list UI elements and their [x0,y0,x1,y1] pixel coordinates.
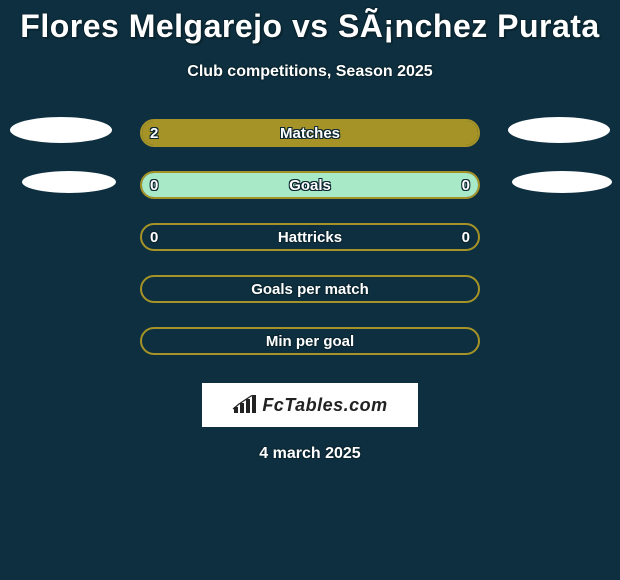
stat-bar: Goals [140,171,480,199]
date-label: 4 march 2025 [0,445,620,463]
stat-value-left: 0 [150,177,158,194]
player-blob-right [512,171,612,193]
stat-label: Min per goal [142,333,478,350]
stat-row-hattricks: Hattricks 0 0 [0,223,620,251]
stat-label: Goals [142,177,478,194]
stat-bar: Goals per match [140,275,480,303]
stat-value-left: 0 [150,229,158,246]
stat-label: Goals per match [142,281,478,298]
stat-value-left: 2 [150,125,158,142]
page-title: Flores Melgarejo vs SÃ¡nchez Purata [0,0,620,45]
stat-bar: Min per goal [140,327,480,355]
stats-rows: Matches 2 Goals 0 0 Hattricks 0 0 Goals … [0,119,620,355]
stat-value-right: 0 [462,177,470,194]
page-subtitle: Club competitions, Season 2025 [0,63,620,81]
player-blob-left [10,117,112,143]
stat-row-goals: Goals 0 0 [0,171,620,199]
logo-text: FcTables.com [262,395,387,416]
player-blob-left [22,171,116,193]
stat-label: Matches [142,125,478,142]
bar-chart-icon [232,395,258,415]
stat-row-goals-per-match: Goals per match [0,275,620,303]
fctables-logo[interactable]: FcTables.com [202,383,418,427]
stat-row-min-per-goal: Min per goal [0,327,620,355]
player-blob-right [508,117,610,143]
stat-bar: Hattricks [140,223,480,251]
stat-bar: Matches [140,119,480,147]
stat-row-matches: Matches 2 [0,119,620,147]
stat-label: Hattricks [142,229,478,246]
stat-value-right: 0 [462,229,470,246]
